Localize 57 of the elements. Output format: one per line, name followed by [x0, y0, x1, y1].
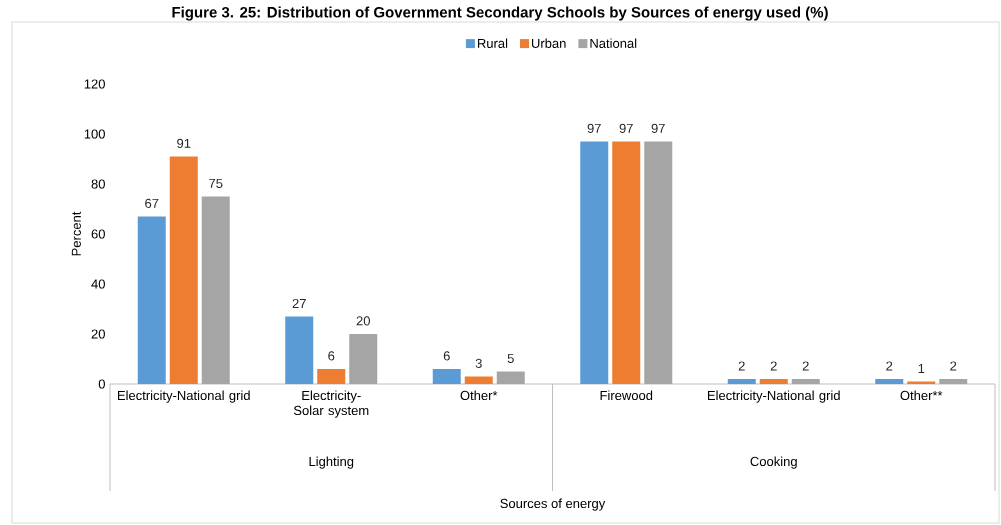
data-label: 2	[738, 361, 745, 371]
x-tick-label: Electricity-National grid	[707, 390, 840, 403]
data-label: 6	[328, 351, 335, 361]
bar	[349, 334, 378, 384]
data-label: 97	[619, 123, 633, 133]
y-tick-label: 20	[91, 329, 105, 339]
x-tick-label: Other*	[460, 390, 498, 401]
y-axis-title: Percent	[71, 211, 81, 256]
chart-title: Figure 3. 25: Distribution of Government Secondary Schools by Sources of energy used (%)	[172, 6, 828, 21]
y-tick-label: 0	[98, 379, 105, 389]
legend-label: National	[590, 38, 637, 48]
data-label: 2	[770, 361, 777, 371]
x-tick-label: Other**	[900, 390, 943, 401]
text: Lighting	[309, 456, 354, 469]
bar	[496, 371, 525, 384]
bar	[137, 216, 166, 384]
data-label: 1	[918, 364, 925, 373]
y-tick-label: 80	[91, 179, 105, 189]
data-label: 5	[507, 353, 514, 363]
bar	[580, 141, 609, 384]
data-label: 97	[587, 123, 601, 133]
data-label: 91	[177, 138, 191, 148]
bar	[759, 379, 788, 384]
bar	[875, 379, 904, 384]
data-label: 20	[356, 316, 370, 326]
x-tick-label: Electricity-National grid	[117, 390, 250, 403]
y-tick-label: 60	[91, 229, 105, 239]
legend-label: Urban	[531, 38, 566, 48]
bar	[727, 379, 756, 384]
bar	[317, 369, 346, 384]
data-label: 6	[443, 351, 450, 361]
y-tick-label: 40	[91, 279, 105, 289]
y-tick-label: 100	[84, 129, 105, 139]
bar	[169, 156, 198, 384]
data-label: 27	[292, 298, 306, 308]
x-tick-label: Electricity- Solar system	[293, 390, 369, 418]
bar	[285, 316, 314, 384]
legend-label: Rural	[477, 38, 508, 48]
data-label: 2	[886, 361, 893, 371]
bar	[791, 379, 820, 384]
x-tick-label: Firewood	[600, 390, 653, 401]
data-label: 2	[950, 361, 957, 371]
source-note: Sources of energy	[500, 498, 606, 511]
data-label: 67	[145, 198, 159, 208]
bar	[201, 196, 230, 384]
bar	[432, 369, 461, 384]
data-label: 97	[651, 123, 665, 133]
data-label: 75	[209, 178, 223, 188]
bar	[907, 381, 936, 384]
bar	[939, 379, 968, 384]
data-label: 2	[802, 361, 809, 371]
bar	[464, 376, 493, 384]
y-tick-label: 120	[84, 79, 105, 89]
bar	[644, 141, 673, 384]
text: Cooking	[750, 456, 797, 469]
bar	[612, 141, 641, 384]
data-label: 3	[475, 358, 482, 368]
